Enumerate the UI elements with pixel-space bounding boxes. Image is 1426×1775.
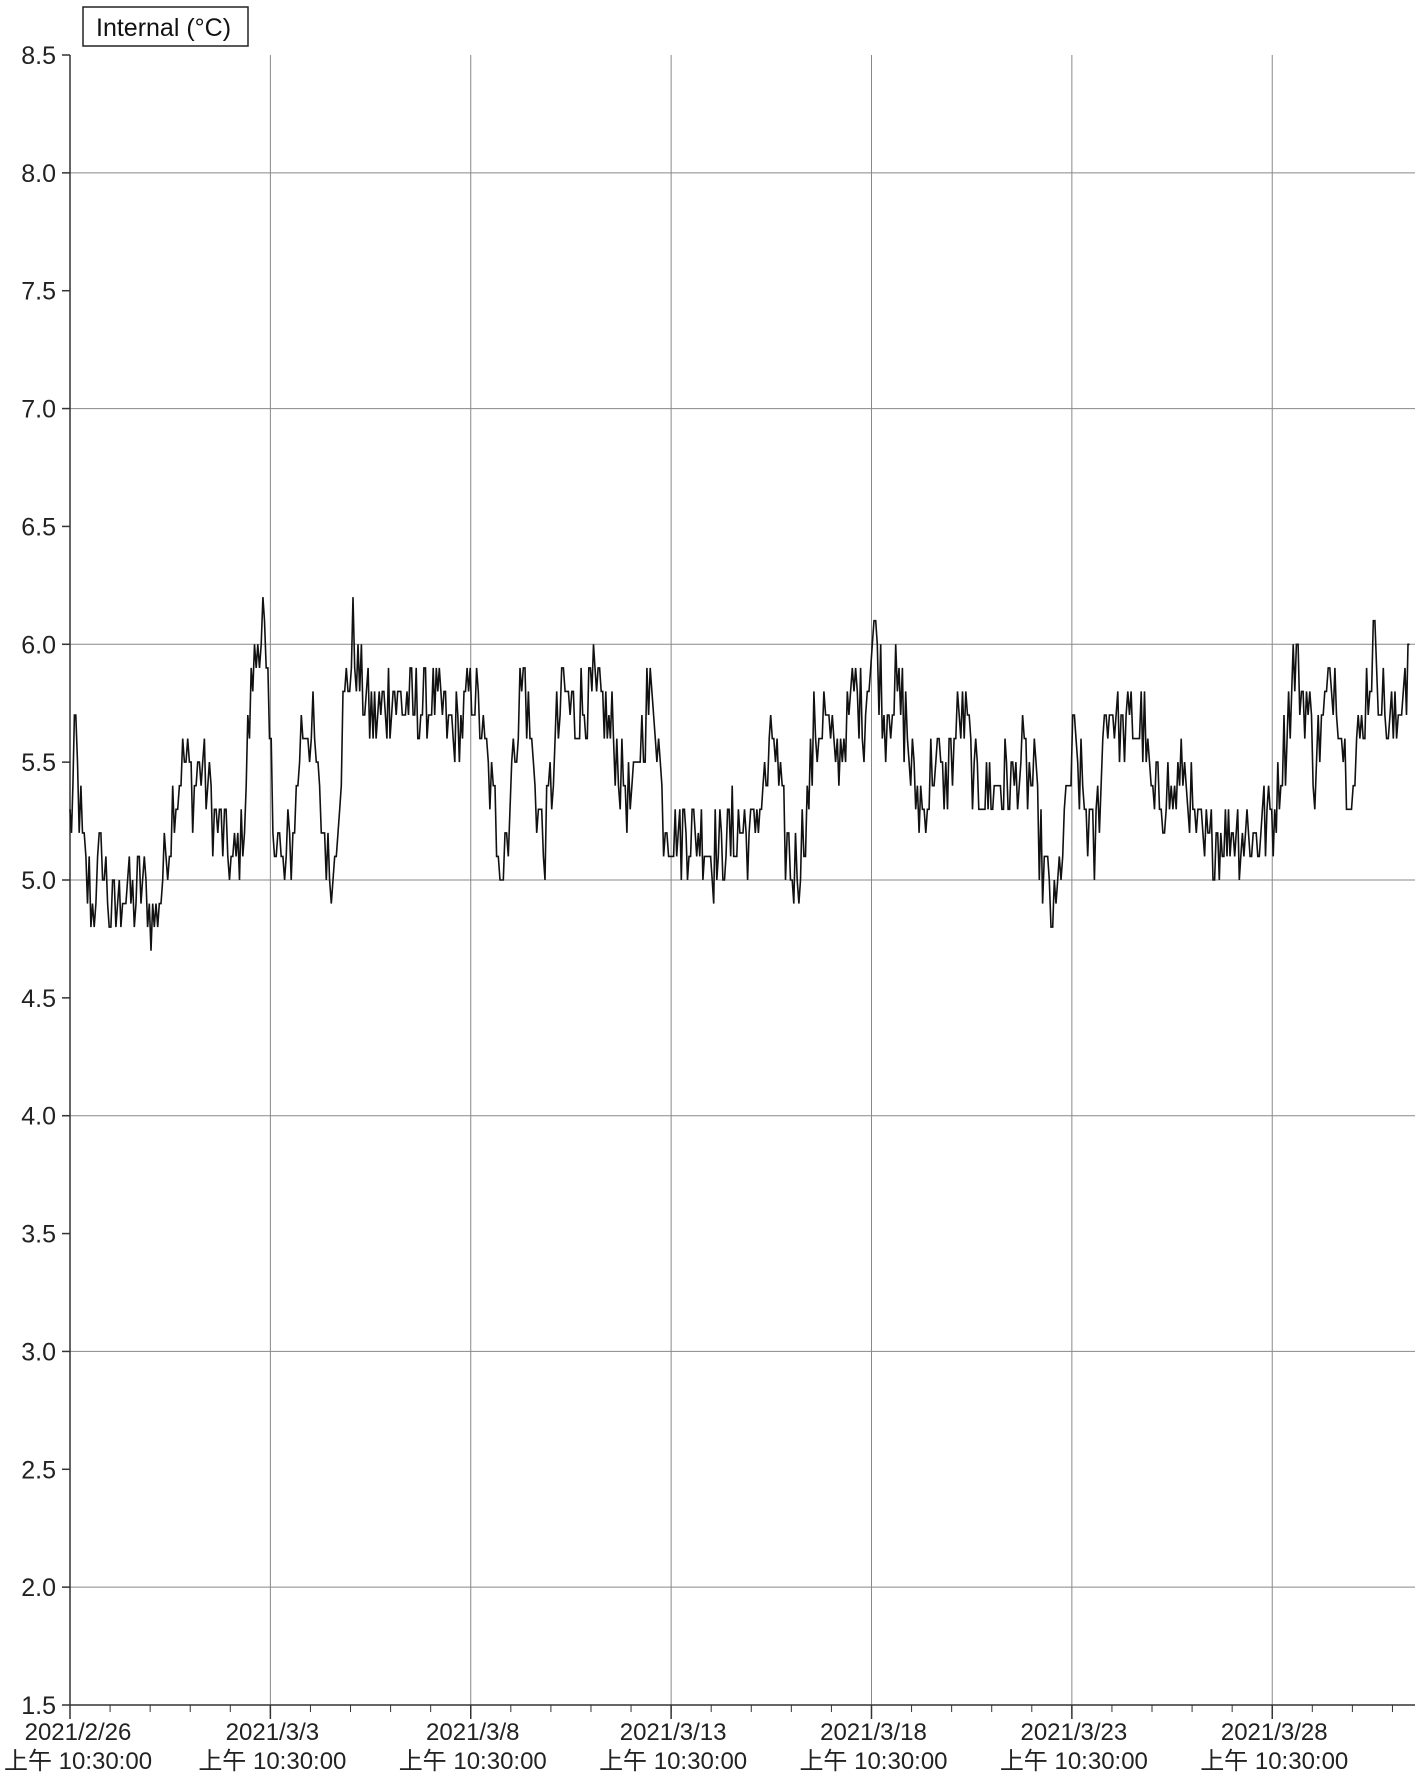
y-tick-label: 4.0	[21, 1103, 56, 1131]
x-tick-time-label: 上午 10:30:00	[198, 1748, 346, 1775]
y-tick-label: 3.5	[21, 1221, 56, 1249]
x-tick-date-label: 2021/3/28	[1221, 1719, 1328, 1746]
legend: Internal (°C)	[82, 6, 249, 47]
y-tick-label: 8.0	[21, 160, 56, 188]
x-tick-date-label: 2021/3/3	[226, 1719, 319, 1746]
y-tick-label: 2.5	[21, 1456, 56, 1484]
y-tick-label: 7.0	[21, 396, 56, 424]
y-tick-label: 7.5	[21, 278, 56, 306]
axes-layer: 1.5 2.0 2.5 3.0 3.5 4.0 4.5 5.0 5.5 6.0 6.5 7.0 7.5 8…	[4, 42, 1415, 1775]
y-tick-label: 8.5	[21, 42, 56, 70]
y-tick-label: 1.5	[21, 1692, 56, 1720]
y-tick-label: 4.5	[21, 985, 56, 1013]
x-tick-time-label: 上午 10:30:00	[1200, 1748, 1348, 1775]
x-tick-time-label: 上午 10:30:00	[1000, 1748, 1148, 1775]
grid-layer	[70, 55, 1415, 1705]
y-tick-label: 5.5	[21, 749, 56, 777]
x-tick-time-label: 上午 10:30:00	[4, 1748, 152, 1775]
legend-box	[82, 6, 249, 47]
y-tick-label: 6.0	[21, 631, 56, 659]
x-tick-date-label: 2021/3/13	[620, 1719, 727, 1746]
y-tick-label: 5.0	[21, 867, 56, 895]
x-tick-date-label: 2021/3/23	[1020, 1719, 1127, 1746]
x-tick-date-label: 2021/2/26	[25, 1719, 132, 1746]
y-tick-label: 2.0	[21, 1574, 56, 1602]
y-tick-label: 3.0	[21, 1338, 56, 1366]
series-line-internal	[69, 597, 1410, 951]
x-tick-time-label: 上午 10:30:00	[799, 1748, 947, 1775]
y-tick-label: 6.5	[21, 513, 56, 541]
legend-label: Internal (°C)	[96, 14, 231, 42]
x-tick-time-label: 上午 10:30:00	[399, 1748, 547, 1775]
x-tick-time-label: 上午 10:30:00	[599, 1748, 747, 1775]
x-tick-date-label: 2021/3/18	[820, 1719, 927, 1746]
series-layer	[69, 597, 1410, 951]
x-tick-date-label: 2021/3/8	[426, 1719, 519, 1746]
